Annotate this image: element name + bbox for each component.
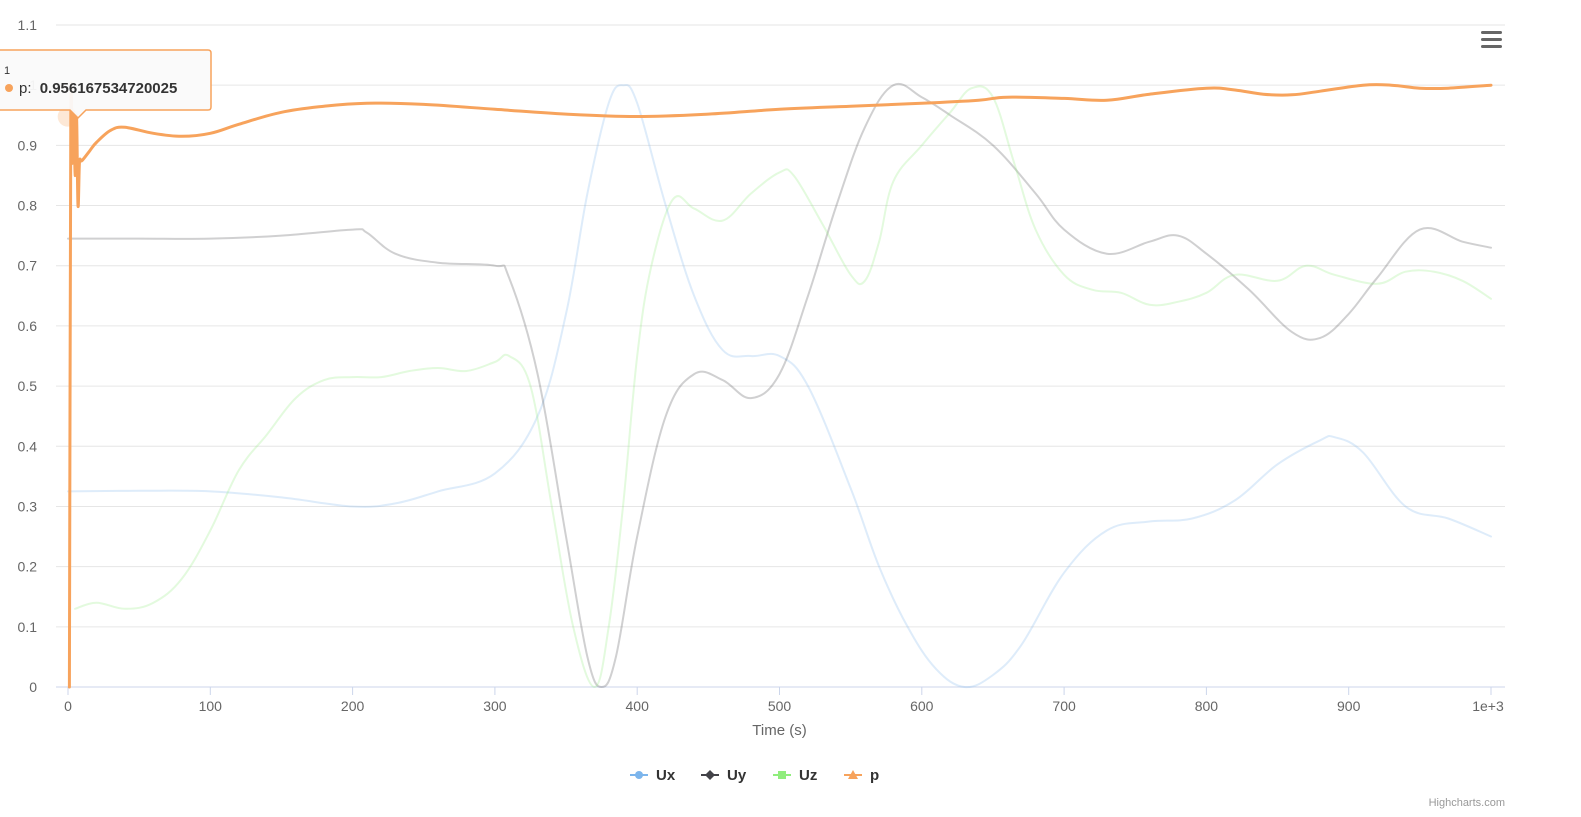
x-tick-label: 300 <box>483 698 507 714</box>
legend-item-uy[interactable]: Uy <box>701 767 747 784</box>
tooltip-series-dot <box>5 84 13 92</box>
y-tick-label: 0 <box>29 679 37 695</box>
y-tick-label: 0.2 <box>18 559 38 575</box>
x-tick-label: 200 <box>341 698 365 714</box>
tooltip-box <box>0 49 212 120</box>
tooltip: 1 p: 0.956167534720025 <box>0 49 212 120</box>
legend-item-p[interactable]: p <box>844 767 879 784</box>
hamburger-menu-icon[interactable] <box>1478 26 1506 52</box>
tooltip-line: p: 0.956167534720025 <box>19 80 177 97</box>
legend-label: p <box>870 767 879 784</box>
x-tick-label: 400 <box>626 698 650 714</box>
x-axis-title: Time (s) <box>752 722 806 739</box>
y-tick-label: 0.6 <box>18 318 38 334</box>
tooltip-header: 1 <box>4 65 10 77</box>
legend-label: Uz <box>799 767 817 784</box>
axis-layer: 00.10.20.30.40.50.60.70.80.911.101002003… <box>18 17 1504 714</box>
legend: Ux Uy Uz p <box>630 767 879 784</box>
y-tick-label: 0.4 <box>18 438 38 454</box>
legend-square-marker <box>778 771 786 779</box>
y-tick-label: 0.3 <box>18 498 38 514</box>
x-tick-label: 0 <box>64 698 72 714</box>
series-line-uz[interactable] <box>74 85 1492 688</box>
legend-label: Uy <box>727 767 747 784</box>
legend-diamond-marker <box>705 770 715 780</box>
legend-item-uz[interactable]: Uz <box>773 767 817 784</box>
credits-link[interactable]: Highcharts.com <box>1429 797 1505 809</box>
grid-layer <box>56 24 1505 688</box>
series-line-p[interactable] <box>67 81 1493 689</box>
tooltip-value: 0.956167534720025 <box>40 80 178 97</box>
x-tick-label: 100 <box>199 698 223 714</box>
y-tick-label: 0.5 <box>18 378 38 394</box>
y-tick-label: 0.9 <box>18 137 38 153</box>
x-tick-label: 800 <box>1195 698 1219 714</box>
x-tick-label: 500 <box>768 698 792 714</box>
x-tick-label: 1e+3 <box>1472 698 1504 714</box>
menu-bar-2 <box>1481 38 1502 41</box>
y-tick-label: 0.8 <box>18 198 38 214</box>
legend-circle-marker <box>635 771 643 779</box>
x-tick-label: 700 <box>1052 698 1076 714</box>
menu-bar-3 <box>1481 45 1502 48</box>
tooltip-series-label: p: <box>19 80 32 97</box>
y-tick-label: 0.1 <box>18 619 38 635</box>
x-tick-label: 900 <box>1337 698 1361 714</box>
series-line-ux[interactable] <box>67 83 1492 689</box>
series-layer <box>57 81 1493 689</box>
series-line-uy[interactable] <box>67 82 1492 688</box>
y-tick-label: 0.7 <box>18 258 38 274</box>
legend-triangle-marker <box>848 770 858 779</box>
x-tick-label: 600 <box>910 698 934 714</box>
legend-label: Ux <box>656 767 676 784</box>
menu-bar-1 <box>1481 31 1502 34</box>
legend-item-ux[interactable]: Ux <box>630 767 676 784</box>
y-tick-label: 1.1 <box>18 17 38 33</box>
